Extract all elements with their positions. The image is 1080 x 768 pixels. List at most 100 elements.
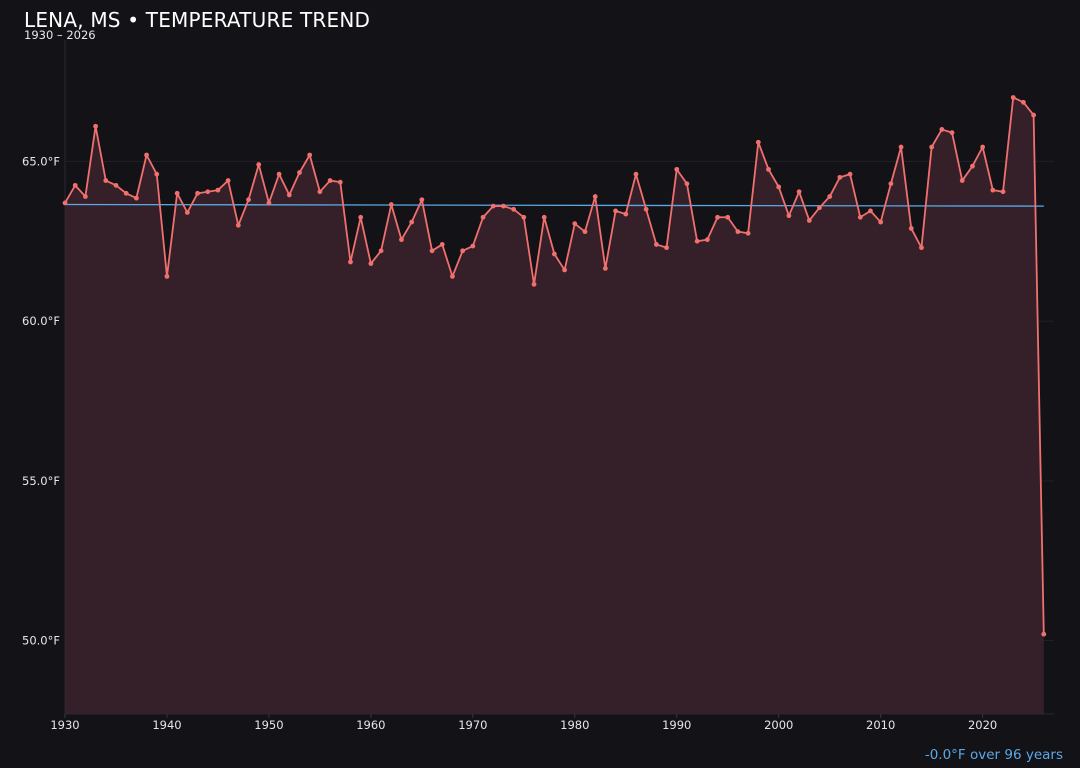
data-point <box>276 171 282 177</box>
data-point <box>205 189 211 195</box>
data-point <box>908 226 914 231</box>
data-point <box>857 214 863 220</box>
data-point <box>470 243 476 249</box>
data-point <box>154 171 160 177</box>
data-points-group <box>62 95 1047 637</box>
trend-line <box>64 203 1044 207</box>
data-point <box>552 251 557 257</box>
data-point <box>694 238 700 244</box>
data-point <box>939 127 945 132</box>
data-point <box>898 144 904 150</box>
data-point <box>888 181 894 187</box>
data-point <box>949 130 955 136</box>
data-point <box>970 163 975 169</box>
data-point <box>174 190 180 196</box>
x-tick-label: 1960 <box>356 718 385 732</box>
data-point <box>633 171 639 177</box>
chart-title: LENA, MS • TEMPERATURE TREND <box>24 8 371 32</box>
data-point <box>460 248 466 254</box>
data-point <box>929 144 935 150</box>
data-point <box>133 195 139 201</box>
data-point <box>348 259 353 265</box>
x-tick-label: 1950 <box>254 718 283 732</box>
y-tick-label: 50.0°F <box>22 634 60 648</box>
data-point <box>541 214 547 220</box>
data-point <box>837 174 843 180</box>
data-point <box>878 219 884 225</box>
data-point <box>256 162 262 167</box>
data-point <box>327 178 333 183</box>
y-tick-label: 60.0°F <box>22 314 60 328</box>
data-point <box>307 152 313 158</box>
area-fill <box>65 97 1044 714</box>
data-point <box>796 189 802 195</box>
data-point <box>246 197 251 203</box>
data-point <box>766 166 771 172</box>
data-point <box>1021 99 1026 105</box>
data-point <box>704 237 710 243</box>
data-point <box>919 245 924 251</box>
data-point <box>93 123 98 129</box>
data-point <box>378 248 384 254</box>
x-tick-label: 2020 <box>968 718 997 732</box>
data-point <box>195 190 200 196</box>
data-point <box>409 219 415 225</box>
chart-subtitle: 1930 – 2026 <box>24 28 96 42</box>
data-point <box>337 179 343 185</box>
data-point <box>113 182 119 188</box>
data-point <box>735 229 741 235</box>
x-tick-label: 1990 <box>662 718 691 732</box>
data-point <box>674 166 680 172</box>
data-point <box>419 197 425 203</box>
data-point <box>266 200 272 206</box>
data-point <box>786 213 792 219</box>
data-point <box>582 229 588 235</box>
data-point <box>1041 631 1047 637</box>
data-point <box>225 178 231 183</box>
data-point <box>653 242 659 247</box>
data-point <box>745 230 751 236</box>
data-point <box>827 194 833 199</box>
data-point <box>602 265 608 271</box>
data-point <box>215 187 221 193</box>
data-point <box>235 222 241 228</box>
data-point <box>817 205 822 211</box>
data-point <box>297 170 302 175</box>
data-point <box>286 192 292 198</box>
data-point <box>103 178 109 183</box>
data-point <box>959 178 965 183</box>
data-point <box>806 218 812 223</box>
data-point <box>501 203 506 209</box>
data-point <box>1031 112 1037 118</box>
data-point <box>164 273 170 279</box>
x-tick-label: 2000 <box>764 718 793 732</box>
y-tick-label: 55.0°F <box>22 474 60 488</box>
data-point <box>144 152 149 158</box>
data-point <box>358 214 364 220</box>
data-point <box>592 194 598 199</box>
data-point <box>531 281 537 287</box>
data-point <box>184 210 190 215</box>
data-point <box>755 139 761 145</box>
data-point <box>511 206 517 212</box>
data-point <box>521 214 527 220</box>
data-point <box>82 194 88 199</box>
data-point <box>1010 95 1016 100</box>
data-point <box>643 206 649 212</box>
trend-annotation: -0.0°F over 96 years <box>924 747 1063 763</box>
data-point <box>429 248 435 254</box>
data-point <box>62 200 68 206</box>
y-tick-label: 65.0°F <box>22 154 60 168</box>
data-point <box>317 189 323 195</box>
x-tick-label: 1940 <box>152 718 181 732</box>
data-point <box>490 203 496 209</box>
y-ticks-group: 50.0°F 55.0°F 60.0°F 65.0°F <box>22 154 60 647</box>
data-point <box>480 214 486 220</box>
data-point <box>725 214 731 220</box>
data-point <box>123 190 129 196</box>
data-point <box>980 144 986 150</box>
data-point <box>847 171 853 177</box>
data-point <box>868 208 873 214</box>
data-point <box>613 208 618 214</box>
